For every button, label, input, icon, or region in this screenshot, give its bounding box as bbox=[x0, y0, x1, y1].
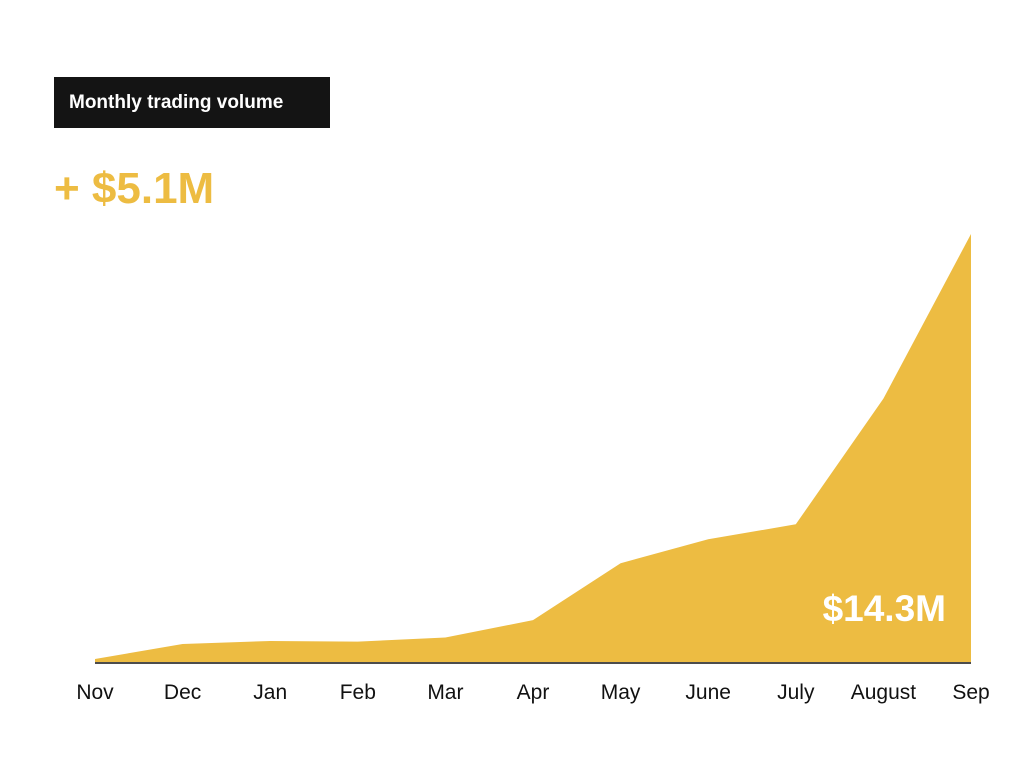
series-area bbox=[95, 234, 971, 662]
x-tick-label: Sep bbox=[952, 681, 989, 704]
area-layer bbox=[95, 234, 971, 662]
x-axis-ticks: Nov Dec Jan Feb Mar Apr May June July August Sep bbox=[76, 681, 989, 704]
chart-title: Monthly trading volume bbox=[54, 77, 330, 128]
x-tick-label: July bbox=[777, 681, 815, 704]
x-tick-label: Mar bbox=[427, 681, 463, 704]
delta-value: + $5.1M bbox=[54, 164, 215, 213]
x-tick-label: June bbox=[685, 681, 731, 704]
x-tick-label: Nov bbox=[76, 681, 114, 704]
end-value-label: $14.3M bbox=[823, 588, 946, 629]
x-tick-label: May bbox=[601, 681, 641, 704]
x-tick-label: Feb bbox=[340, 681, 376, 704]
x-tick-label: Jan bbox=[253, 681, 287, 704]
x-tick-label: August bbox=[851, 681, 917, 704]
x-tick-label: Apr bbox=[517, 681, 550, 704]
x-tick-label: Dec bbox=[164, 681, 201, 704]
